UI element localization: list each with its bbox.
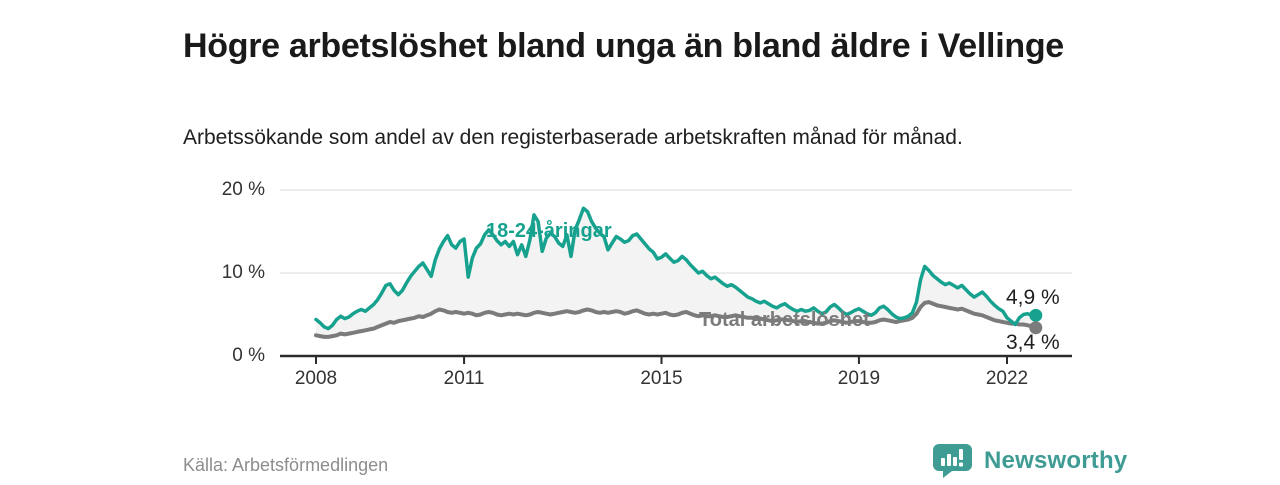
- series-label-young: 18-24-åringar: [486, 220, 612, 242]
- x-tick-label: 2015: [640, 368, 683, 389]
- y-tick-label: 10 %: [221, 262, 265, 283]
- x-tick-label: 2022: [985, 368, 1029, 389]
- series-label-total: Total arbetslöshet: [699, 309, 870, 331]
- x-tick-label: 2011: [443, 368, 485, 389]
- x-tick-label: 2019: [837, 368, 881, 389]
- source-note: Källa: Arbetsförmedlingen: [183, 455, 389, 475]
- page-title: Högre arbetslöshet bland unga än bland ä…: [183, 26, 1064, 65]
- x-tick-label: 2008: [294, 368, 338, 389]
- newsworthy-logo-icon: [933, 444, 972, 478]
- y-tick-label: 0 %: [232, 345, 265, 366]
- chart-subtitle: Arbetssökande som andel av den registerb…: [183, 126, 963, 149]
- end-value-young: 4,9 %: [1006, 286, 1060, 309]
- newsworthy-logo[interactable]: Newsworthy: [933, 444, 1127, 478]
- y-tick-label: 20 %: [221, 179, 265, 200]
- newsworthy-logo-text: Newsworthy: [984, 447, 1128, 474]
- end-value-total: 3,4 %: [1006, 331, 1060, 354]
